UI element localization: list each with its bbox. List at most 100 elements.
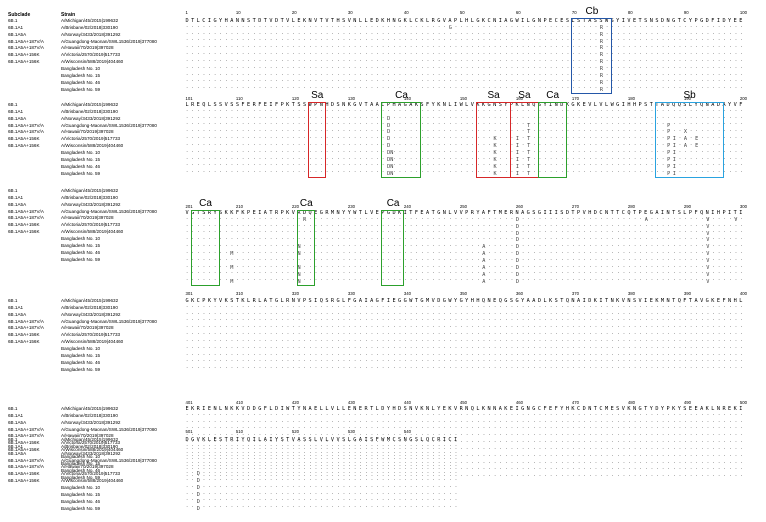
identical-residue-dot: . [253, 257, 256, 263]
identical-residue-dot: . [718, 58, 721, 64]
identical-residue-dot: . [449, 325, 452, 330]
identical-residue-dot: . [343, 264, 346, 270]
identical-residue-dot: . [583, 338, 586, 344]
identical-residue-dot: . [690, 156, 693, 162]
identical-residue-dot: . [583, 79, 586, 84]
identical-residue-dot: . [690, 79, 693, 84]
identical-residue-dot: . [449, 223, 452, 229]
identical-residue-dot: . [522, 244, 525, 249]
identical-residue-dot: . [522, 72, 525, 78]
identical-residue-dot: . [527, 304, 530, 310]
identical-residue-dot: . [443, 129, 446, 134]
identical-residue-dot: . [617, 115, 620, 121]
identical-residue-dot: . [522, 412, 525, 418]
identical-residue-dot: . [600, 359, 603, 364]
identical-residue-dot: . [522, 278, 525, 283]
identical-residue-dot: . [410, 223, 413, 229]
identical-residue-dot: . [421, 108, 424, 114]
identical-residue-dot: . [191, 352, 194, 358]
identical-residue-dot: . [516, 311, 519, 317]
identical-residue-dot: . [723, 332, 726, 337]
identical-residue-dot: . [253, 426, 256, 431]
identical-residue-dot: . [247, 79, 250, 84]
identical-residue-dot: . [427, 304, 430, 310]
identical-residue-dot: . [214, 65, 217, 71]
identical-residue-dot: . [589, 52, 592, 57]
identical-residue-dot: . [511, 79, 514, 84]
identical-residue-dot: . [544, 237, 547, 242]
subclade-label: 6B.1A1 [8, 305, 23, 311]
identical-residue-dot: . [645, 122, 648, 127]
identical-residue-dot: . [404, 72, 407, 78]
strain-label: Bangladesh No. 59 [61, 171, 100, 177]
identical-residue-dot: . [225, 31, 228, 37]
identical-residue-dot: . [583, 38, 586, 43]
identical-residue-dot: . [550, 38, 553, 43]
identical-residue-dot: . [600, 115, 603, 121]
identical-residue-dot: . [639, 446, 642, 452]
identical-residue-dot: . [197, 115, 200, 121]
identical-residue-dot: . [443, 237, 446, 242]
position-number: 390 [684, 291, 691, 296]
identical-residue-dot: . [449, 122, 452, 127]
identical-residue-dot: . [399, 244, 402, 249]
identical-residue-dot: . [331, 318, 334, 323]
identical-residue-dot: . [343, 244, 346, 249]
identical-residue-dot: . [427, 216, 430, 222]
identical-residue-dot: . [651, 216, 654, 222]
identical-residue-dot: . [298, 366, 301, 371]
identical-residue-dot: . [645, 332, 648, 337]
identical-residue-dot: . [567, 426, 570, 431]
identical-residue-dot: . [292, 170, 295, 175]
identical-residue-dot: . [337, 136, 340, 141]
position-number: 350 [460, 291, 467, 296]
identical-residue-dot: . [348, 433, 351, 438]
identical-residue-dot: . [639, 142, 642, 148]
identical-residue-dot: . [354, 223, 357, 229]
identical-residue-dot: . [466, 311, 469, 317]
identical-residue-dot: . [471, 65, 474, 71]
identical-residue-dot: . [242, 304, 245, 310]
identical-residue-dot: . [690, 446, 693, 452]
identical-residue-dot: . [729, 453, 732, 459]
identical-residue-dot: . [567, 156, 570, 162]
identical-residue-dot: . [589, 79, 592, 84]
identical-residue-dot: . [197, 366, 200, 371]
identical-residue-dot: . [382, 216, 385, 222]
identical-residue-dot: . [320, 86, 323, 91]
identical-residue-dot: . [275, 136, 278, 141]
identical-residue-dot: . [611, 446, 614, 452]
identical-residue-dot: . [303, 156, 306, 162]
identical-residue-dot: . [298, 149, 301, 155]
identical-residue-dot: . [410, 318, 413, 323]
identical-residue-dot: . [606, 244, 609, 249]
identical-residue-dot: . [225, 163, 228, 168]
identical-residue-dot: . [707, 311, 710, 317]
identical-residue-dot: . [219, 460, 222, 466]
identical-residue-dot: . [376, 24, 379, 30]
identical-residue-dot: . [679, 359, 682, 364]
identical-residue-dot: . [275, 52, 278, 57]
identical-residue-dot: . [219, 216, 222, 222]
identical-residue-dot: . [259, 86, 262, 91]
identical-residue-dot: . [723, 338, 726, 344]
identical-residue-dot: . [421, 58, 424, 64]
identical-residue-dot: . [191, 115, 194, 121]
identical-residue-dot: . [186, 453, 189, 459]
identical-residue-dot: . [712, 129, 715, 134]
identical-residue-dot: . [466, 453, 469, 459]
identical-residue-dot: . [673, 412, 676, 418]
identical-residue-dot: . [690, 318, 693, 323]
identical-residue-dot: . [410, 366, 413, 371]
identical-residue-dot: . [186, 72, 189, 78]
identical-residue-dot: . [320, 58, 323, 64]
identical-residue-dot: . [460, 31, 463, 37]
identical-residue-dot: . [656, 149, 659, 155]
identical-residue-dot: . [303, 223, 306, 229]
identical-residue-dot: . [449, 419, 452, 425]
identical-residue-dot: . [466, 257, 469, 263]
identical-residue-dot: . [494, 426, 497, 431]
strain-label: Bangladesh No. 10 [61, 150, 100, 156]
identical-residue-dot: . [690, 352, 693, 358]
identical-residue-dot: . [527, 440, 530, 445]
